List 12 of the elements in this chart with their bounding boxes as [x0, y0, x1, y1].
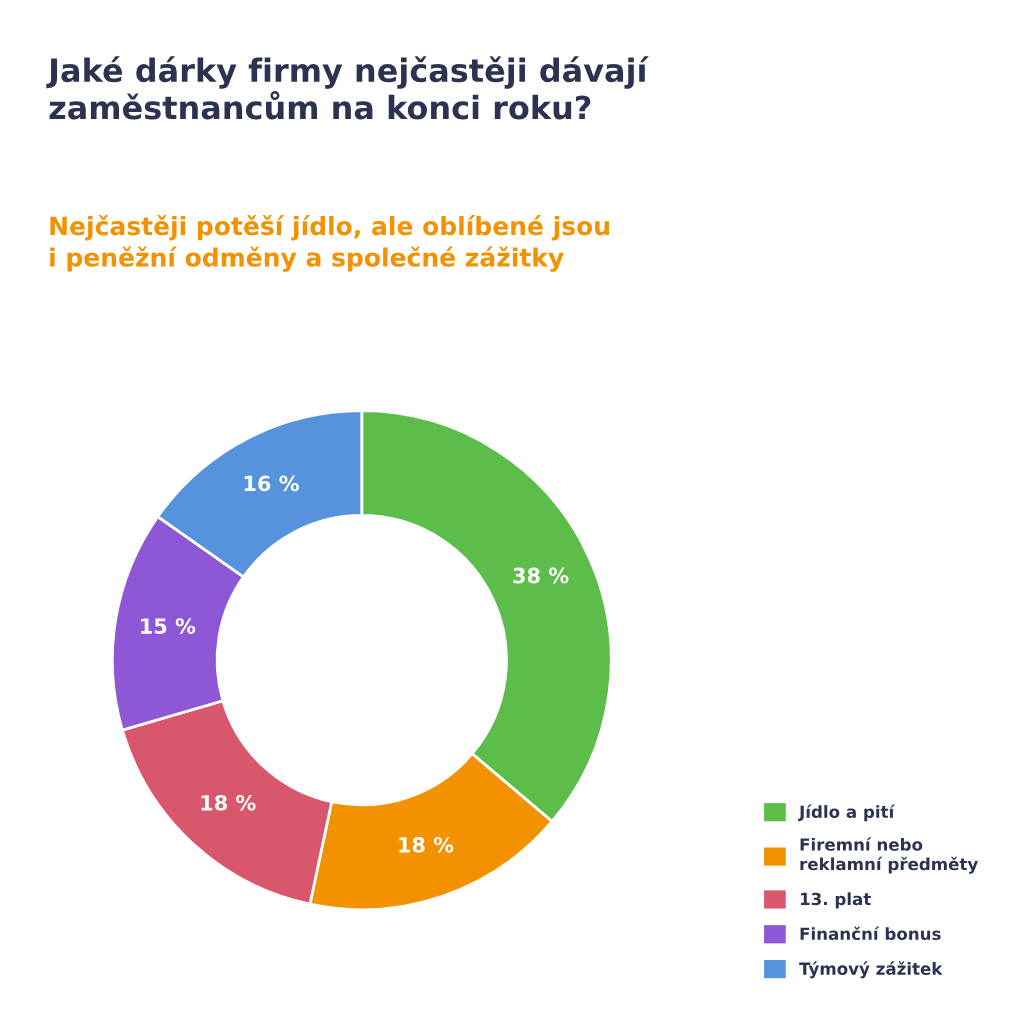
data-label: 16 %	[244, 475, 299, 492]
data-label: 18 %	[201, 794, 256, 811]
legend-label: 13. plat	[800, 892, 871, 909]
legend-label: Finanční bonus	[800, 926, 941, 941]
legend-label: Firemní nebo reklamní předměty	[800, 837, 978, 874]
chart-title: Jaké dárky firmy nejčastěji dávají zaměstnancům na konci roku?	[46, 56, 649, 120]
legend-label: Týmový zážitek	[799, 961, 943, 979]
data-label: 18 %	[399, 836, 454, 853]
legend-label: Jídlo a pití	[798, 804, 895, 822]
data-label: 15 %	[141, 618, 196, 634]
chart-subtitle: Nejčastěji potěší jídlo, ale oblíbené jsou i peněžní odměny a společné zážitky	[50, 215, 609, 272]
data-label: 38 %	[513, 567, 569, 584]
